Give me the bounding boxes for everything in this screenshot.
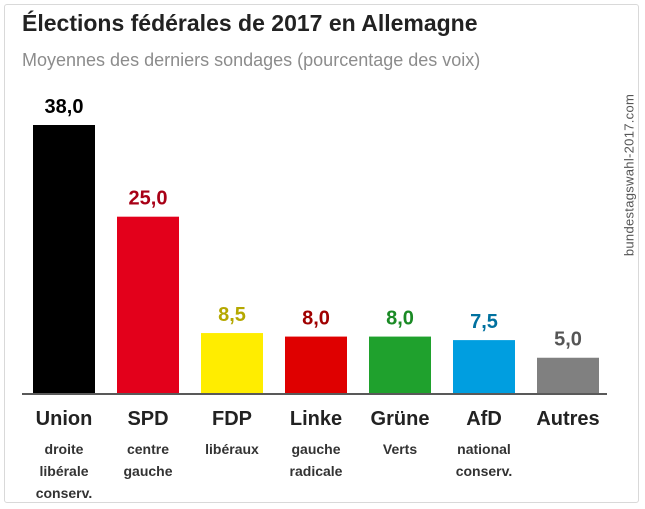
value-label-grune: 8,0: [386, 308, 414, 330]
category-description-spd: centre: [127, 441, 169, 457]
category-label-autres: Autres: [536, 408, 599, 430]
bar-linke: [285, 336, 347, 393]
category-label-linke: Linke: [290, 408, 342, 430]
category-description-spd: gauche: [123, 463, 172, 479]
value-label-fdp: 8,5: [218, 304, 246, 326]
value-label-union: 38,0: [45, 96, 84, 118]
bar-grune: [369, 336, 431, 393]
category-label-union: Union: [36, 408, 93, 430]
category-description-union: droite: [45, 441, 84, 457]
category-description-afd: national: [457, 441, 511, 457]
chart-frame: [4, 4, 639, 503]
category-label-afd: AfD: [466, 408, 502, 430]
bar-afd: [453, 340, 515, 393]
category-label-fdp: FDP: [212, 408, 252, 430]
category-label-spd: SPD: [127, 408, 168, 430]
category-description-grune: Verts: [383, 441, 417, 457]
category-description-linke: gauche: [291, 441, 340, 457]
category-description-union: libérale: [39, 463, 88, 479]
value-label-autres: 5,0: [554, 329, 582, 351]
category-description-linke: radicale: [290, 463, 343, 479]
bar-fdp: [201, 333, 263, 393]
chart-subtitle: Moyennes des derniers sondages (pourcent…: [22, 50, 481, 70]
value-label-spd: 25,0: [129, 188, 168, 210]
value-label-linke: 8,0: [302, 308, 330, 330]
category-label-grune: Grüne: [371, 408, 430, 430]
chart-title: Élections fédérales de 2017 en Allemagne: [22, 10, 478, 36]
value-label-afd: 7,5: [470, 311, 498, 333]
category-description-fdp: libéraux: [205, 441, 259, 457]
bar-union: [33, 125, 95, 393]
category-description-afd: conserv.: [456, 463, 513, 479]
bar-spd: [117, 216, 179, 393]
bar-autres: [537, 357, 599, 393]
category-description-union: conserv.: [36, 485, 93, 501]
